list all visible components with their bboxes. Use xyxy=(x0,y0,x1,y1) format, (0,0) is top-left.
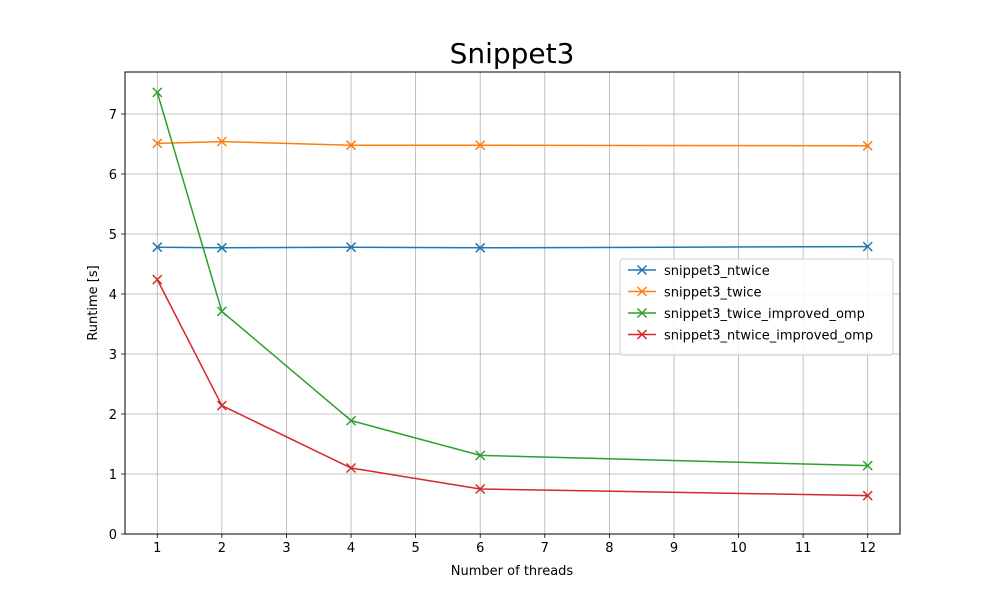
legend-entry: snippet3_ntwice_improved_omp xyxy=(628,329,873,344)
data-point-marker xyxy=(862,490,873,501)
data-point-marker xyxy=(862,241,873,252)
plot-area-frame xyxy=(124,71,901,535)
legend-entry: snippet3_ntwice xyxy=(628,264,770,279)
y-tick-label: 2 xyxy=(109,408,117,423)
x-tick-label: 5 xyxy=(411,541,419,556)
x-tick-label: 2 xyxy=(218,541,226,556)
series-snippet3-ntwice xyxy=(152,241,873,253)
x-tick-label: 10 xyxy=(730,541,747,556)
data-point-marker xyxy=(152,138,163,149)
series-snippet3-ntwice-improved-omp xyxy=(152,274,873,501)
data-point-marker xyxy=(475,242,486,253)
data-point-marker xyxy=(216,242,227,253)
data-point-marker xyxy=(346,462,357,474)
data-point-marker xyxy=(216,306,227,317)
series-layer xyxy=(152,87,873,501)
legend-label: snippet3_ntwice_improved_omp xyxy=(664,329,873,344)
legend-label: snippet3_ntwice xyxy=(664,264,770,279)
x-axis-label: Number of threads xyxy=(451,564,574,579)
y-tick-label: 3 xyxy=(109,348,117,363)
chart-title: Snippet3 xyxy=(450,37,575,70)
y-tick-label: 7 xyxy=(109,108,117,123)
y-tick-label: 6 xyxy=(109,168,117,183)
legend-swatch-marker xyxy=(636,264,648,276)
data-point-marker xyxy=(216,400,227,411)
legend-label: snippet3_twice xyxy=(664,286,761,301)
x-tick-label: 3 xyxy=(282,541,290,556)
y-tick-label: 0 xyxy=(109,528,117,543)
x-tick-label: 6 xyxy=(476,541,484,556)
data-point-marker xyxy=(475,483,486,495)
legend: snippet3_ntwice snippet3_twice snippet3_tw… xyxy=(619,258,894,356)
y-tick-label: 5 xyxy=(109,228,117,243)
data-point-marker xyxy=(152,87,163,98)
legend-entry: snippet3_twice xyxy=(628,286,761,301)
y-tick-label: 4 xyxy=(109,288,117,303)
legend-swatch-marker xyxy=(636,286,648,297)
legend-box xyxy=(619,258,894,356)
y-axis-label: Runtime [s] xyxy=(86,265,101,340)
data-point-marker xyxy=(346,140,357,151)
x-tick-label: 9 xyxy=(670,541,678,556)
y-tick-label: 1 xyxy=(109,468,117,483)
data-point-marker xyxy=(152,274,163,285)
data-point-marker xyxy=(862,140,873,151)
x-tick-label: 7 xyxy=(541,541,549,556)
x-tick-label: 8 xyxy=(605,541,613,556)
legend-swatch-marker xyxy=(636,307,648,319)
data-point-marker xyxy=(152,242,163,253)
series-snippet3-twice-improved-omp xyxy=(152,87,873,471)
data-point-marker xyxy=(475,140,486,151)
legend-entry: snippet3_twice_improved_omp xyxy=(628,307,865,322)
data-point-marker xyxy=(862,460,873,471)
data-point-marker xyxy=(216,136,227,147)
legend-label: snippet3_twice_improved_omp xyxy=(664,307,865,322)
data-point-marker xyxy=(346,242,357,253)
data-point-marker xyxy=(346,415,357,426)
data-point-marker xyxy=(475,450,486,461)
legend-swatch-marker xyxy=(636,329,648,340)
series-snippet3-twice xyxy=(152,136,873,151)
x-tick-label: 12 xyxy=(859,541,876,556)
x-tick-label: 1 xyxy=(153,541,161,556)
x-tick-label: 4 xyxy=(347,541,355,556)
x-tick-label: 11 xyxy=(795,541,812,556)
